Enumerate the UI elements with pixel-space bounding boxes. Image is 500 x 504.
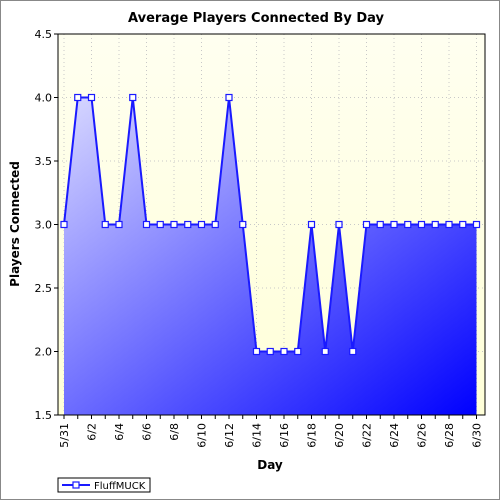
x-tick-label: 6/30	[471, 423, 484, 448]
data-point-6-4	[115, 220, 123, 229]
y-axis-title: Players Connected	[8, 161, 22, 287]
data-point-6-11	[211, 220, 219, 229]
data-point-6-13	[239, 220, 247, 229]
x-tick-label: 6/14	[251, 423, 264, 448]
data-point-6-24	[390, 220, 398, 229]
x-tick-label: 6/10	[196, 423, 209, 448]
data-point-6-26	[417, 220, 426, 229]
y-axis: 1.5 2.0 2.5 3.0 3.5 4.0 4.5	[35, 28, 58, 422]
x-axis-title: Day	[257, 458, 283, 472]
x-tick-label: 5/31	[58, 423, 71, 448]
data-point-6-21	[349, 347, 357, 356]
data-point-5-31	[60, 220, 68, 229]
data-point-6-18	[307, 220, 316, 229]
data-point-6-2	[87, 93, 96, 102]
data-point-6-30	[472, 220, 481, 229]
y-tick-label: 1.5	[35, 409, 53, 422]
y-tick-label: 3.0	[35, 219, 53, 232]
data-point-6-23	[376, 220, 384, 229]
chart-title: Average Players Connected By Day	[128, 11, 384, 26]
data-point-6-29	[459, 220, 467, 229]
x-tick-label: 6/28	[443, 423, 456, 448]
data-point-6-16	[280, 347, 288, 356]
data-point-6-5	[129, 93, 137, 102]
x-tick-label: 6/8	[168, 423, 181, 441]
legend-box	[57, 477, 151, 493]
x-tick-label: 6/24	[388, 423, 401, 448]
data-point-6-7	[156, 220, 164, 229]
y-tick-label: 3.5	[35, 155, 53, 168]
y-tick-label: 2.0	[35, 346, 53, 359]
x-tick-label: 6/26	[416, 423, 429, 448]
y-tick-label: 4.0	[35, 92, 53, 105]
x-tick-label: 6/2	[86, 423, 99, 441]
data-point-6-27	[431, 220, 439, 229]
x-tick-label: 6/6	[141, 423, 154, 441]
y-tick-label: 2.5	[35, 282, 53, 295]
x-tick-label: 6/16	[278, 423, 291, 448]
x-tick-label: 6/22	[361, 423, 374, 448]
data-point-6-3	[101, 220, 109, 229]
data-point-6-19	[321, 347, 329, 356]
data-point-6-14	[252, 347, 261, 356]
legend-swatch-marker	[72, 481, 80, 489]
x-tick-label: 6/12	[223, 423, 236, 448]
legend-label: FluffMUCK	[94, 481, 146, 492]
series-area-fluffmuck	[64, 97, 477, 415]
data-point-6-20	[335, 220, 343, 229]
x-tick-label: 6/18	[306, 423, 319, 448]
y-tick-label: 4.5	[35, 28, 53, 41]
series-markers	[60, 93, 481, 356]
data-point-6-17	[294, 347, 302, 356]
legend: FluffMUCK	[57, 477, 151, 493]
x-tick-label: 6/20	[333, 423, 346, 448]
data-point-6-10	[197, 220, 206, 229]
data-point-6-12	[225, 93, 233, 102]
data-point-6-1	[74, 93, 82, 102]
x-axis: 5/31 6/2 6/4 6/6 6/8 6/10 6/12 6/14 6/16 6/18 6/20…	[58, 415, 484, 448]
data-point-6-6	[142, 220, 151, 229]
data-point-6-15	[266, 347, 274, 356]
data-point-6-22	[362, 220, 371, 229]
data-point-6-25	[404, 220, 412, 229]
data-point-6-28	[445, 220, 453, 229]
data-point-6-9	[184, 220, 192, 229]
x-tick-label: 6/4	[113, 423, 126, 441]
data-point-6-8	[170, 220, 178, 229]
